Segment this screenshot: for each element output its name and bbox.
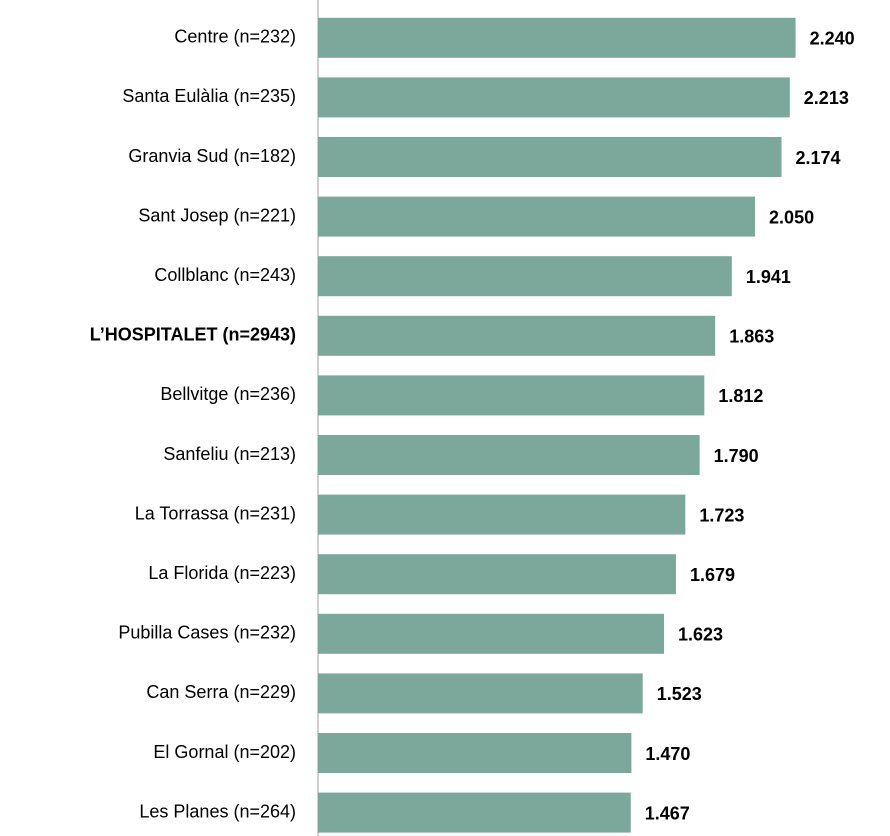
category-label: L’HOSPITALET (n=2943) — [90, 325, 296, 345]
bar — [318, 613, 665, 654]
bar — [318, 494, 686, 535]
value-label: 1.523 — [657, 684, 702, 704]
category-label: Bellvitge (n=236) — [160, 384, 296, 404]
value-label: 2.213 — [804, 88, 849, 108]
category-label: Les Planes (n=264) — [139, 801, 296, 821]
bar — [318, 733, 632, 773]
bar — [318, 137, 782, 177]
value-label: 2.240 — [810, 29, 855, 49]
category-label: Santa Eulàlia (n=235) — [122, 86, 296, 106]
value-label: 1.863 — [729, 327, 774, 347]
category-label: La Torrassa (n=231) — [135, 503, 296, 523]
category-label: Sant Josep (n=221) — [138, 205, 296, 225]
bar — [318, 256, 732, 297]
value-label: 1.941 — [746, 267, 791, 287]
category-label: El Gornal (n=202) — [153, 742, 296, 762]
value-label: 1.723 — [699, 505, 744, 525]
category-label: Pubilla Cases (n=232) — [118, 623, 296, 643]
category-label: La Florida (n=223) — [148, 563, 296, 583]
value-label: 1.467 — [645, 803, 690, 823]
bar — [318, 375, 705, 416]
value-label: 2.174 — [795, 148, 840, 168]
value-label: 2.050 — [769, 207, 814, 227]
category-label: Sanfeliu (n=213) — [163, 444, 296, 464]
bar — [318, 196, 756, 237]
category-label: Can Serra (n=229) — [146, 682, 296, 702]
category-label: Collblanc (n=243) — [154, 265, 296, 285]
bar — [318, 554, 676, 595]
bar — [318, 17, 796, 58]
bar — [318, 77, 790, 118]
value-label: 1.679 — [690, 565, 735, 585]
value-label: 1.790 — [714, 446, 759, 466]
value-label: 1.812 — [718, 386, 763, 406]
bar — [318, 315, 716, 356]
value-label: 1.623 — [678, 625, 723, 645]
value-label: 1.470 — [645, 744, 690, 764]
category-label: Centre (n=232) — [174, 27, 296, 47]
bar — [318, 792, 631, 833]
bar — [318, 435, 700, 475]
bar — [318, 673, 643, 714]
category-label: Granvia Sud (n=182) — [128, 146, 296, 166]
